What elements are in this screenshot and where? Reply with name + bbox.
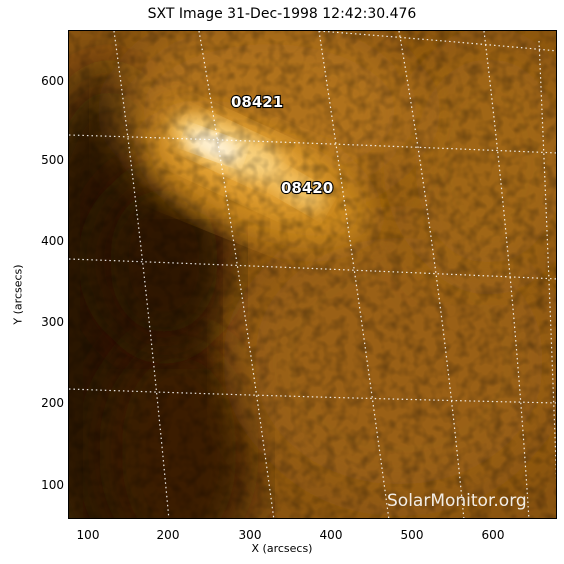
solarmonitor-watermark: SolarMonitor.org (387, 491, 527, 511)
heliographic-grid (69, 31, 556, 518)
active-region-label: 08420 (281, 179, 333, 197)
y-tick-500: 500 (41, 153, 64, 167)
active-region-label: 08421 (231, 93, 283, 111)
x-tick-200: 200 (156, 528, 180, 542)
x-tick-500: 500 (400, 528, 424, 542)
y-tick-600: 600 (41, 74, 64, 88)
solar-xray-image: 08421 08420 SolarMonitor.org (68, 30, 557, 519)
x-tick-400: 400 (319, 528, 343, 542)
y-tick-200: 200 (41, 396, 64, 410)
y-tick-300: 300 (41, 315, 64, 329)
y-tick-400: 400 (41, 234, 64, 248)
y-tick-100: 100 (41, 478, 64, 492)
x-tick-600: 600 (481, 528, 505, 542)
image-title: SXT Image 31-Dec-1998 12:42:30.476 (147, 6, 417, 22)
x-tick-300: 300 (238, 528, 262, 542)
image-canvas: 08421 08420 SolarMonitor.org (69, 31, 556, 518)
x-axis-label: X (arcsecs) (251, 542, 313, 555)
y-axis-label: Y (arcsecs) (11, 264, 25, 325)
x-tick-100: 100 (76, 528, 100, 542)
